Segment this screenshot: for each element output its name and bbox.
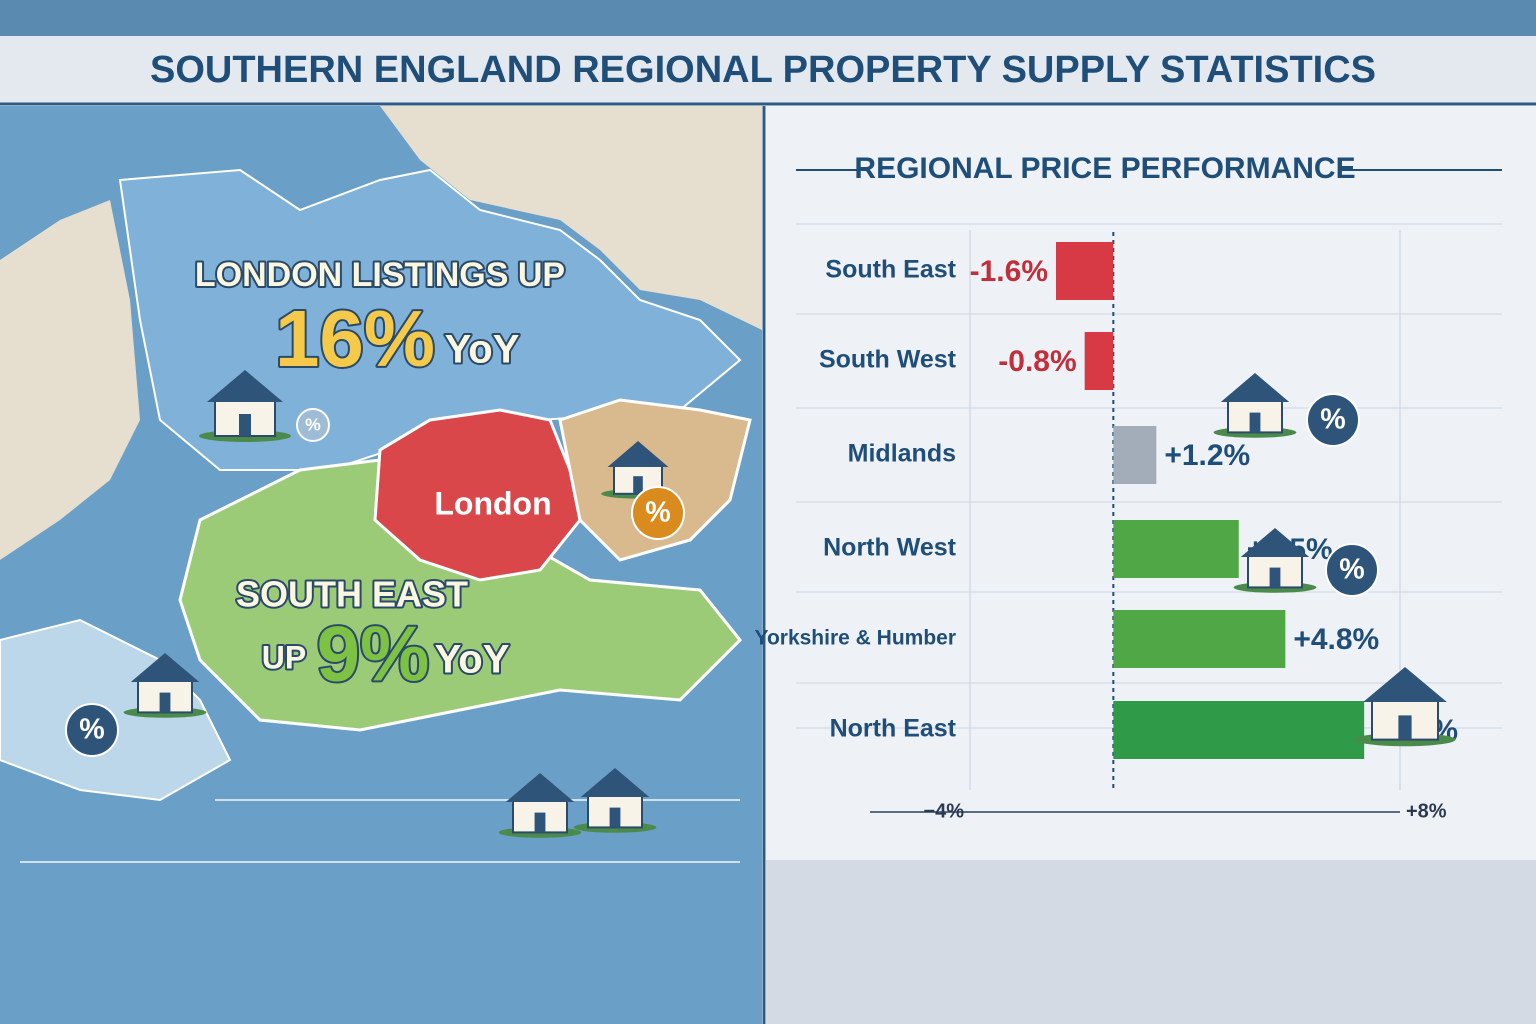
title-bar [0,36,1536,104]
callout-figure: 9% [317,610,430,698]
value-label: -0.8% [998,345,1076,378]
percent-badge [296,408,330,442]
percent-badge [65,703,119,757]
bar [1113,701,1365,759]
badge-text: % [79,714,104,746]
percent-badge [631,486,685,540]
category-label: Yorkshire & Humber [755,627,957,650]
house-roof [1220,373,1290,402]
house-door [239,414,251,436]
bar [1113,610,1286,668]
house-roof [505,773,575,802]
badge-text: % [1339,554,1364,586]
value-label: +1.2% [1164,439,1250,472]
badge-text: % [1320,404,1345,436]
bar [1113,520,1239,578]
percent-badge [1325,543,1379,597]
category-label: North West [823,534,957,562]
category-label: South East [825,256,956,284]
page-title: SOUTHERN ENGLAND REGIONAL PROPERTY SUPPL… [150,49,1376,91]
value-label: -1.6% [970,255,1048,288]
house-door [159,692,171,713]
callout-text: SOUTH EAST [236,574,468,615]
icons: %%%%% [65,370,1456,838]
london-callout: LONDON LISTINGS UP 16% YoY [193,254,567,385]
chart-footer [766,860,1536,1024]
x-tick-label: −4% [923,800,964,822]
percent-badge [1306,393,1360,447]
house-roof [607,441,669,467]
house-door [534,812,546,833]
badge-text: % [645,497,670,529]
callout-text: YoY [435,638,510,682]
land-west [0,200,140,560]
house-door [1398,715,1412,740]
region-label: London [434,485,551,521]
badge-text: % [305,415,321,435]
x-tick-label: +8% [1406,800,1447,822]
callout-text: UP [262,639,306,675]
region-midlands [118,168,742,471]
category-label: South West [819,346,957,374]
house-door [609,807,621,828]
house-roof [130,653,200,682]
category-label: North East [830,715,957,743]
chart-title: REGIONAL PRICE PERFORMANCE [854,152,1355,185]
callout-text: YoY [445,328,520,372]
land-north [380,106,762,330]
callout-figure: 16% [275,294,435,383]
house-roof [207,370,283,402]
callout-text: LONDON LISTINGS UP [195,256,565,294]
house-door [1249,412,1261,433]
value-label: +4.8% [1293,623,1379,656]
house-roof [580,768,650,797]
southeast-callout: SOUTH EAST UP 9% YoY [234,572,512,700]
region-south-west [0,618,232,802]
house-roof [1240,528,1310,557]
house-roof [1363,667,1447,702]
bar [1113,426,1157,484]
top-band [0,0,1536,36]
bar [1056,242,1114,300]
category-label: Midlands [848,440,956,468]
bar [1084,332,1114,390]
house-door [633,476,643,494]
house-door [1269,567,1281,588]
